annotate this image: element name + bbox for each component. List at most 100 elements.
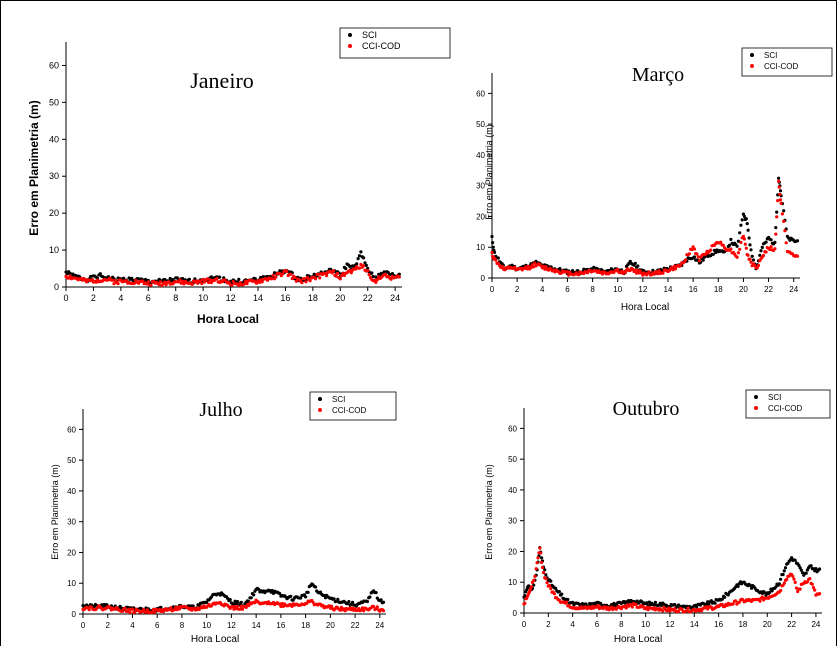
legend-label: CCI-COD — [768, 404, 802, 413]
data-point — [207, 280, 211, 285]
data-point — [496, 261, 500, 265]
data-point — [168, 276, 172, 281]
data-point — [653, 600, 657, 604]
x-tick-label: 14 — [690, 620, 699, 629]
x-axis-label: Hora Local — [197, 312, 259, 326]
data-point — [525, 588, 529, 592]
data-point — [271, 273, 275, 277]
legend-box — [745, 389, 831, 419]
data-point — [656, 272, 660, 276]
data-point — [353, 267, 357, 271]
data-point — [285, 269, 289, 274]
data-point — [761, 253, 766, 258]
data-point — [534, 567, 538, 571]
chart-title: Julho — [199, 399, 242, 421]
legend-label: SCI — [764, 51, 777, 60]
data-point — [557, 590, 561, 594]
data-point — [146, 280, 150, 284]
data-point — [336, 597, 340, 601]
data-point — [746, 253, 750, 257]
x-tick-label: 8 — [590, 285, 595, 294]
x-tick-label: 24 — [375, 621, 384, 630]
data-point — [533, 261, 537, 265]
chart-title: Outubro — [613, 398, 680, 420]
y-tick-label: 0 — [481, 274, 486, 283]
y-tick-label: 30 — [49, 171, 59, 181]
data-point — [544, 265, 548, 269]
data-point — [809, 564, 813, 568]
data-point — [316, 272, 320, 276]
data-point — [128, 610, 132, 614]
data-point — [768, 247, 772, 252]
data-point — [723, 595, 727, 599]
data-point — [351, 600, 355, 604]
data-point — [280, 601, 284, 606]
data-point — [260, 280, 264, 284]
data-point — [252, 593, 256, 597]
data-point — [775, 215, 779, 219]
data-point — [547, 583, 552, 588]
data-point — [544, 577, 548, 581]
x-tick-label: 10 — [202, 621, 211, 630]
legend-marker — [750, 53, 754, 57]
x-tick-label: 6 — [146, 293, 151, 303]
data-point — [163, 280, 167, 284]
data-point — [218, 275, 222, 279]
x-tick-label: 8 — [180, 621, 185, 630]
data-point — [279, 604, 283, 608]
data-point — [773, 240, 777, 244]
data-point — [344, 267, 348, 271]
y-tick-label: 50 — [476, 120, 485, 129]
data-point — [342, 273, 346, 278]
data-point — [731, 602, 735, 606]
data-point — [205, 277, 209, 281]
x-tick-label: 18 — [738, 620, 747, 629]
data-point — [566, 597, 570, 602]
data-point — [728, 243, 732, 247]
x-tick-label: 8 — [173, 293, 178, 303]
data-point — [784, 241, 788, 245]
data-point — [779, 201, 783, 205]
data-point — [736, 584, 740, 588]
data-point — [527, 590, 532, 594]
data-point — [777, 176, 781, 180]
data-point — [237, 283, 241, 287]
data-point — [338, 277, 342, 281]
data-point — [374, 591, 378, 595]
data-point — [306, 590, 310, 594]
data-point — [159, 280, 163, 284]
data-point — [531, 265, 536, 269]
chart-panel-janeiro: Janeiro Erro em Planimetria (m) Hora Loc… — [8, 8, 451, 326]
data-point — [774, 232, 778, 236]
legend-marker — [754, 395, 758, 399]
data-point — [242, 282, 246, 286]
x-tick-label: 16 — [689, 285, 698, 294]
data-point — [792, 577, 796, 581]
data-point — [366, 266, 370, 270]
data-point — [528, 587, 532, 591]
data-point — [813, 588, 817, 592]
data-point — [121, 609, 125, 613]
data-point — [311, 600, 315, 604]
data-point — [769, 238, 773, 242]
x-tick-label: 22 — [363, 293, 373, 303]
data-point — [304, 280, 308, 284]
data-point — [525, 267, 529, 271]
data-point — [695, 252, 699, 256]
x-tick-label: 24 — [811, 620, 820, 629]
data-point — [237, 277, 241, 281]
legend-box — [309, 391, 397, 421]
x-tick-label: 22 — [351, 621, 360, 630]
data-point — [523, 601, 527, 605]
data-point — [720, 597, 724, 601]
y-tick-label: 60 — [508, 424, 517, 433]
y-tick-label: 20 — [476, 212, 485, 221]
data-point — [549, 587, 553, 591]
data-point — [778, 189, 783, 193]
data-point — [624, 606, 628, 610]
data-point — [491, 241, 495, 245]
data-point — [236, 600, 240, 604]
data-point — [785, 577, 789, 581]
x-tick-label: 18 — [308, 293, 318, 303]
